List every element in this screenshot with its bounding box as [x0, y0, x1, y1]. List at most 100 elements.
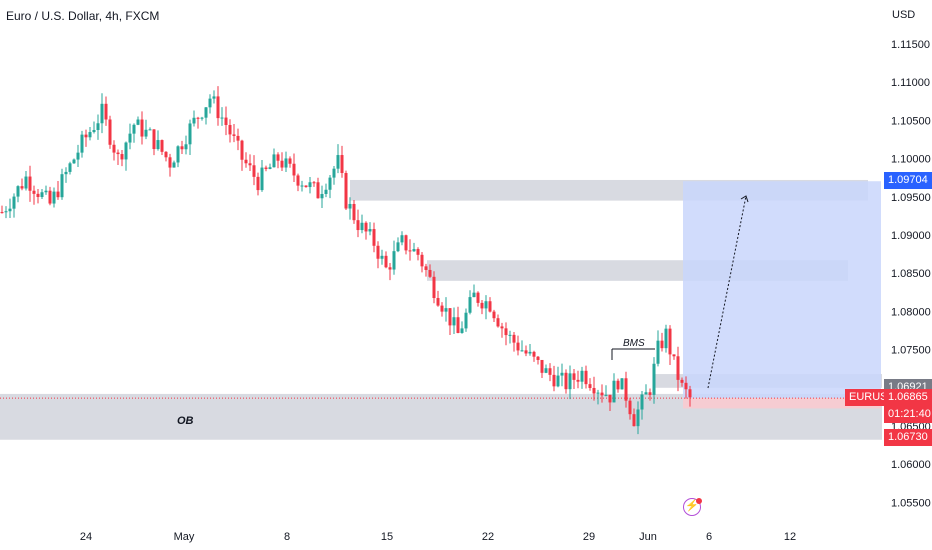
candle-body [312, 182, 316, 184]
candle-body [156, 140, 160, 150]
candle-body [268, 167, 272, 169]
annotations-layer: BMS OB [177, 195, 749, 427]
candle-body [380, 255, 384, 259]
candle-body [420, 254, 424, 267]
candle-body [112, 144, 116, 153]
bms-label: BMS [623, 338, 645, 349]
candle-body [576, 379, 580, 382]
candle-body [180, 146, 184, 150]
candle-body [164, 151, 168, 158]
time-tick-label: 29 [583, 531, 595, 543]
candle-body [176, 146, 180, 163]
candle-body [652, 363, 656, 395]
candle-body [56, 191, 60, 198]
price-tick-label: 1.11000 [891, 77, 930, 89]
stop-area [683, 398, 881, 409]
candle-body [512, 334, 516, 343]
lightning-bolt-icon[interactable]: ⚡ [683, 498, 701, 516]
candle-body [488, 301, 492, 312]
candle-body [364, 222, 368, 232]
candle-body [644, 392, 648, 395]
candle-body [332, 168, 336, 178]
candle-body [684, 382, 688, 390]
countdown-tag: 01:21:40 [884, 406, 932, 424]
price-tick-label: 1.07500 [891, 345, 931, 357]
candle-body [260, 167, 264, 191]
target-price-tag: 1.09704 [884, 172, 932, 190]
candle-body [632, 414, 636, 427]
candle-body [656, 340, 660, 364]
time-tick-label: 6 [706, 531, 712, 543]
candle-body [368, 229, 372, 232]
candle-body [320, 193, 324, 199]
time-tick-label: Jun [639, 531, 657, 543]
candle-body [388, 267, 392, 270]
candle-body [304, 185, 308, 188]
candle-body [84, 134, 88, 138]
candle-body [404, 235, 408, 251]
candle-body [580, 370, 584, 382]
candle-body [184, 144, 188, 150]
candle-body [592, 387, 596, 394]
candle-body [492, 311, 496, 319]
last-price-tag: 1.06865 [884, 389, 932, 407]
candle-body [172, 162, 176, 168]
candle-body [352, 203, 356, 221]
candle-body [28, 176, 32, 191]
candle-body [0, 212, 4, 214]
candle-body [604, 394, 608, 396]
candle-body [4, 211, 8, 213]
candle-body [392, 251, 396, 270]
candle-body [508, 334, 512, 336]
price-tick-label: 1.08500 [891, 268, 931, 280]
candle-body [596, 392, 600, 394]
candle-body [636, 409, 640, 427]
candle-body [68, 163, 72, 172]
candle-body [624, 378, 628, 401]
candle-body [344, 173, 348, 209]
candle-body [360, 222, 364, 231]
candle-body [32, 190, 36, 194]
candle-body [168, 157, 172, 168]
candle-body [432, 276, 436, 299]
candle-body [124, 142, 128, 160]
price-tick-label: 1.09500 [891, 192, 931, 204]
candle-body [520, 350, 524, 352]
candle-body [428, 269, 432, 277]
candle-body [76, 152, 80, 160]
currency-label: USD [892, 9, 916, 21]
candle-body [416, 249, 420, 255]
candle-body [244, 159, 248, 164]
candle-body [500, 326, 504, 329]
candle-body [208, 98, 212, 108]
candle-body [148, 129, 152, 131]
candle-body [140, 119, 144, 137]
candle-body [8, 208, 12, 212]
candle-body [552, 374, 556, 387]
candle-body [532, 351, 536, 357]
candle-body [480, 302, 484, 309]
price-tick-label: 1.11500 [891, 39, 930, 51]
candle-body [236, 135, 240, 141]
candle-body [44, 190, 48, 193]
candle-body [80, 134, 84, 153]
candle-body [16, 186, 20, 197]
candle-body [384, 255, 388, 268]
candle-body [648, 392, 652, 395]
candle-body [324, 189, 328, 194]
candle-body [128, 133, 132, 143]
candle-body [132, 124, 136, 134]
candle-body [108, 119, 112, 145]
candle-body [444, 308, 448, 312]
candle-body [336, 155, 340, 169]
time-tick-label: 24 [80, 531, 92, 543]
candle-body [600, 392, 604, 396]
candle-body [544, 368, 548, 373]
candle-body [528, 351, 532, 354]
candle-body [400, 235, 404, 243]
time-tick-label: 8 [284, 531, 290, 543]
candle-body [196, 117, 200, 119]
candle-body [200, 117, 204, 119]
candle-body [476, 292, 480, 303]
